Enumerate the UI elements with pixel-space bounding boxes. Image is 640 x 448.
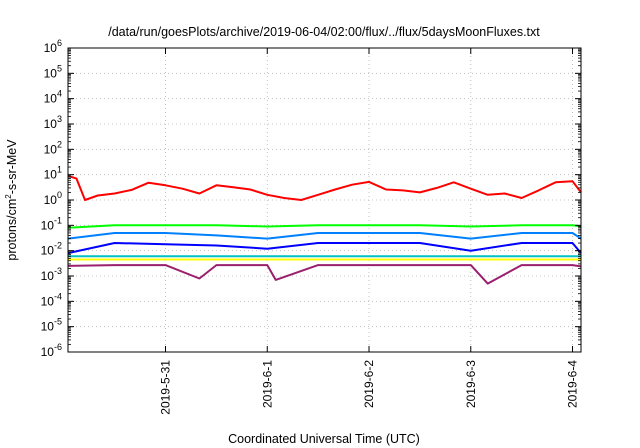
y-tick-label: 104 <box>44 89 62 106</box>
y-tick-exponent: -3 <box>54 266 62 276</box>
series-line-2 <box>67 224 582 229</box>
y-tick-label: 10-6 <box>41 342 62 359</box>
y-axis-label-superscript: 2 <box>4 194 13 199</box>
y-tick-base: 10 <box>41 269 55 283</box>
y-tick-base: 10 <box>44 168 58 182</box>
x-tick-label: 2019-6-1 <box>260 360 274 408</box>
tick-labels: 10610510410310210110010-110-210-310-410-… <box>41 38 580 415</box>
y-tick-label: 10-5 <box>41 317 62 334</box>
y-tick-exponent: 1 <box>57 165 62 175</box>
y-tick-exponent: -1 <box>54 215 62 225</box>
y-tick-base: 10 <box>44 193 58 207</box>
x-tick-label: 2019-6-3 <box>464 360 478 408</box>
y-tick-label: 10-4 <box>41 291 62 308</box>
y-tick-base: 10 <box>44 117 58 131</box>
y-tick-label: 103 <box>44 114 62 131</box>
grid-lines <box>68 48 581 352</box>
y-tick-base: 10 <box>41 244 55 258</box>
y-tick-base: 10 <box>44 142 58 156</box>
y-tick-exponent: 0 <box>57 190 62 200</box>
y-tick-label: 10-2 <box>41 241 62 258</box>
y-axis-label-prefix: protons/cm <box>5 199 19 261</box>
y-axis-label: protons/cm2-s-sr-MeV <box>4 139 19 261</box>
tick-marks <box>68 47 581 353</box>
y-tick-base: 10 <box>41 218 55 232</box>
series-group <box>67 174 582 285</box>
y-tick-base: 10 <box>44 92 58 106</box>
y-tick-label: 105 <box>44 63 62 80</box>
y-axis-label-suffix: -s-sr-MeV <box>5 139 19 195</box>
y-tick-base: 10 <box>41 320 55 334</box>
y-tick-exponent: 2 <box>57 139 62 149</box>
y-tick-exponent: -5 <box>54 317 62 327</box>
x-tick-label: 2019-5-31 <box>159 360 173 415</box>
y-tick-base: 10 <box>44 66 58 80</box>
y-tick-label: 10-3 <box>41 266 62 283</box>
y-tick-label: 102 <box>44 139 62 156</box>
y-tick-exponent: -4 <box>54 291 62 301</box>
x-axis-label: Coordinated Universal Time (UTC) <box>228 432 420 446</box>
series-line-3 <box>67 232 582 240</box>
y-tick-label: 10-1 <box>41 215 62 232</box>
chart-title: /data/run/goesPlots/archive/2019-06-04/0… <box>108 25 540 39</box>
y-tick-exponent: 4 <box>57 89 62 99</box>
series-line-7 <box>67 264 582 285</box>
y-tick-exponent: -6 <box>54 342 62 352</box>
y-tick-base: 10 <box>41 345 55 359</box>
y-tick-label: 101 <box>44 165 62 182</box>
y-tick-exponent: 5 <box>57 63 62 73</box>
y-tick-base: 10 <box>41 294 55 308</box>
y-tick-exponent: 6 <box>57 38 62 48</box>
x-tick-label: 2019-6-2 <box>362 360 376 408</box>
x-tick-label: 2019-6-4 <box>566 360 580 408</box>
y-tick-exponent: 3 <box>57 114 62 124</box>
series-line-4 <box>67 242 582 255</box>
y-tick-label: 106 <box>44 38 62 55</box>
series-line-1 <box>67 174 582 201</box>
y-tick-label: 100 <box>44 190 62 207</box>
y-tick-base: 10 <box>44 41 58 55</box>
y-tick-exponent: -2 <box>54 241 62 251</box>
